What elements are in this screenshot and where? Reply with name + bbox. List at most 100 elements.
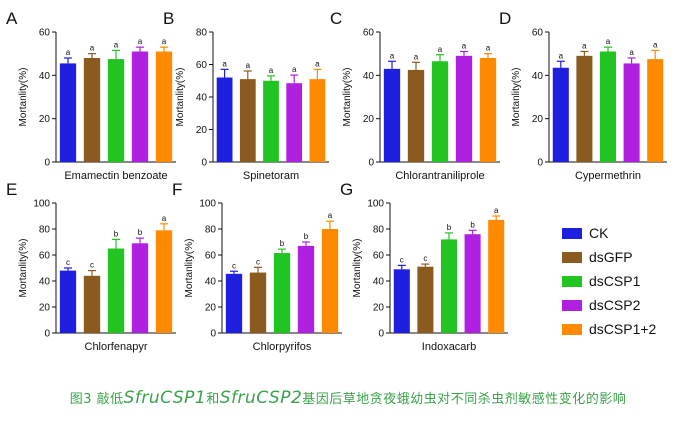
panel-e-y-tick-label: 100 [33, 199, 50, 210]
panel-a-x-label: Emamectin benzoate [64, 170, 167, 182]
panel-e-letter: E [6, 180, 17, 199]
panel-g-bar-dscsp2 [464, 234, 481, 333]
legend-swatch-dscsp1 [562, 276, 582, 287]
panel-d-bar-dscsp2 [623, 63, 640, 162]
panel-c-y-tick-label: 60 [363, 28, 375, 39]
panel-d-y-tick-label: 40 [532, 71, 544, 82]
panel-f-significance-label: c [232, 261, 236, 270]
panel-b-bar-ck [216, 77, 233, 162]
panel-f-bar-dsgfp [249, 272, 267, 333]
panel-c-significance-label: a [462, 42, 467, 51]
panel-g-significance-label: b [447, 223, 452, 232]
panel-a-bar-ck [59, 63, 77, 162]
panel-b-significance-label: a [315, 59, 320, 68]
panel-e-y-tick-label: 20 [39, 303, 51, 314]
panel-e-y-label: Mortanlity(%) [18, 239, 29, 298]
panel-g-significance-label: c [423, 254, 427, 263]
panel-f-y-tick-label: 20 [205, 303, 217, 314]
panel-c-bar-ck [383, 68, 401, 162]
panel-g-significance-label: a [494, 206, 499, 215]
panel-f-bar-dscsp1 [273, 253, 291, 333]
panel-c-significance-label: a [438, 45, 443, 54]
panel-d-y-tick-label: 20 [532, 114, 544, 125]
caption-middle: 和 [206, 392, 220, 407]
panel-a-y-tick-label: 40 [39, 71, 51, 82]
legend-label-dscsp1-2: dsCSP1+2 [589, 321, 657, 337]
panel-a-y-label: Mortanlity(%) [18, 68, 29, 127]
panel-b-y-tick-label: 60 [196, 60, 208, 71]
panel-b-x-label: Spinetoram [243, 170, 299, 182]
panel-d-bar-dsgfp [576, 55, 593, 163]
legend-swatch-dscsp1-2 [562, 324, 582, 335]
panel-d-significance-label: a [559, 51, 564, 60]
panel-g-y-label: Mortanlity(%) [352, 239, 363, 298]
panel-a-significance-label: a [90, 44, 95, 53]
panel-g-bar-ck [393, 269, 410, 333]
panel-g-y-tick-label: 80 [373, 225, 385, 236]
panel-d-bar-dscsp1 [599, 51, 617, 162]
caption-prefix: 图3 敲低 [69, 392, 124, 407]
panel-e-bar-dsgfp [83, 275, 101, 333]
panel-b-bar-dscsp2 [286, 83, 303, 162]
panel-e-x-label: Chlorfenapyr [85, 341, 148, 353]
panel-f-y-tick-label: 80 [205, 225, 217, 236]
panel-d-y-tick-label: 60 [532, 28, 544, 39]
panel-a-significance-label: a [114, 40, 119, 49]
panel-b-y-tick-label: 40 [196, 93, 208, 104]
panel-c-bar-dscsp1 [431, 61, 449, 162]
panel-e-significance-label: b [114, 229, 119, 238]
panel-e-y-tick-label: 60 [39, 251, 51, 262]
legend-label-ck: CK [589, 225, 609, 241]
panel-b-significance-label: a [246, 61, 251, 70]
panel-b-y-label: Mortanlity(%) [175, 68, 186, 127]
panel-c-bar-dsgfp [407, 69, 425, 162]
panel-g-bar-dscsp1-2 [488, 219, 505, 333]
legend-swatch-dsgfp [562, 252, 582, 263]
figure: A 0 20 40 60 Mortanlity(%) Emamectin benzoate a… [6, 9, 667, 353]
panel-f-y-tick-label: 60 [205, 251, 217, 262]
panel-d-letter: D [499, 9, 511, 28]
legend-swatch-ck [562, 228, 582, 239]
caption-gene1: SfruCSP1 [123, 388, 207, 408]
panel-a-y-tick-label: 60 [39, 28, 51, 39]
panel-b-bar-dsgfp [239, 79, 256, 162]
figure-caption: 图3 敲低SfruCSP1和SfruCSP2基因后草地贪夜蛾幼虫对不同杀虫剂敏感… [0, 384, 696, 412]
panel-d-y-label: Mortanlity(%) [511, 68, 522, 127]
panel-f-significance-label: b [304, 232, 309, 241]
panel-e-significance-label: b [138, 228, 143, 237]
panel-d-significance-label: a [582, 42, 587, 51]
panel-c-y-label: Mortanlity(%) [342, 68, 353, 127]
panel-d-significance-label: a [653, 40, 658, 49]
legend-label-dscsp2: dsCSP2 [589, 297, 641, 313]
panel-f-significance-label: a [328, 211, 333, 220]
panel-e-y-tick-label: 40 [39, 277, 51, 288]
panel-g-significance-label: b [470, 220, 475, 229]
panel-e-bar-dscsp1-2 [155, 230, 173, 333]
panel-a-significance-label: a [162, 37, 167, 46]
legend-label-dscsp1: dsCSP1 [589, 273, 641, 289]
panel-c-significance-label: a [486, 44, 491, 53]
panel-f-letter: F [172, 180, 182, 199]
panel-a-y-tick-label: 0 [44, 158, 50, 169]
panel-d-bar-ck [552, 67, 569, 162]
panel-b-bar-dscsp1-2 [309, 79, 326, 162]
panel-c-y-tick-label: 20 [363, 114, 375, 125]
panel-a-significance-label: a [66, 48, 71, 57]
panel-f-bar-dscsp1-2 [321, 229, 339, 333]
legend-label-dsgfp: dsGFP [589, 249, 633, 265]
caption-suffix: 基因后草地贪夜蛾幼虫对不同杀虫剂敏感性变化的影响 [302, 392, 627, 407]
panel-a-bar-dscsp1 [107, 59, 125, 163]
panel-c-bar-dscsp2 [455, 55, 473, 163]
panel-d-x-label: Cypermethrin [575, 170, 641, 182]
panel-f-bar-ck [225, 273, 243, 333]
panel-g-significance-label: c [400, 255, 404, 264]
panel-b-significance-label: a [269, 66, 274, 75]
panel-e-bar-ck [59, 270, 77, 333]
panel-b-bar-dscsp1 [263, 80, 279, 162]
panel-f-y-label: Mortanlity(%) [184, 239, 195, 298]
panel-e-bar-dscsp2 [131, 243, 149, 333]
panel-c-significance-label: a [414, 52, 419, 61]
panel-g-y-tick-label: 40 [373, 277, 385, 288]
panel-b-significance-label: a [222, 59, 227, 68]
panel-f-x-label: Chlorpyrifos [253, 341, 312, 353]
